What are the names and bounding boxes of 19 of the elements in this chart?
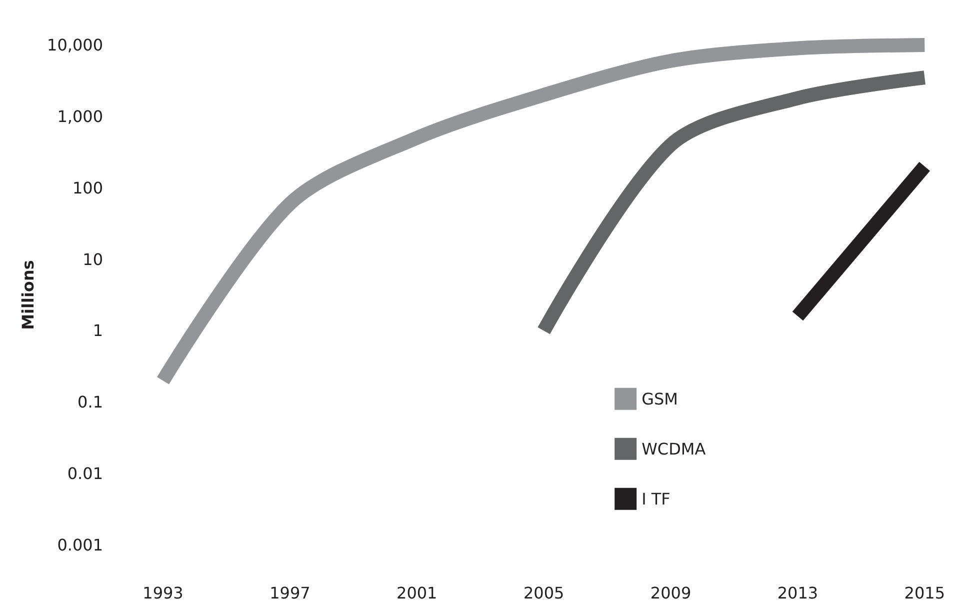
y-tick-label: 1,000	[57, 106, 103, 126]
y-tick-label: 0.001	[57, 536, 103, 554]
legend-label: I TF	[642, 489, 670, 508]
y-tick-label: 10	[82, 250, 103, 269]
legend-label: GSM	[642, 389, 678, 408]
x-tick-label: 2015	[904, 584, 945, 602]
legend-label: WCDMA	[642, 439, 706, 458]
x-tick-label: 2013	[777, 584, 818, 602]
x-tick-label: 2001	[396, 584, 438, 602]
y-tick-label: 10,000	[47, 36, 103, 54]
x-tick-label: 2005	[523, 584, 564, 602]
y-axis-title: Millions	[18, 260, 38, 330]
x-tick-label: 1997	[270, 584, 310, 602]
y-tick-label: 1	[92, 321, 103, 340]
x-tick-label: 1993	[142, 584, 184, 602]
y-tick-label: 0.01	[67, 464, 103, 484]
x-tick-label: 2009	[650, 584, 692, 602]
y-tick-label: 0.1	[78, 392, 103, 412]
y-tick-label: 100	[72, 178, 103, 198]
